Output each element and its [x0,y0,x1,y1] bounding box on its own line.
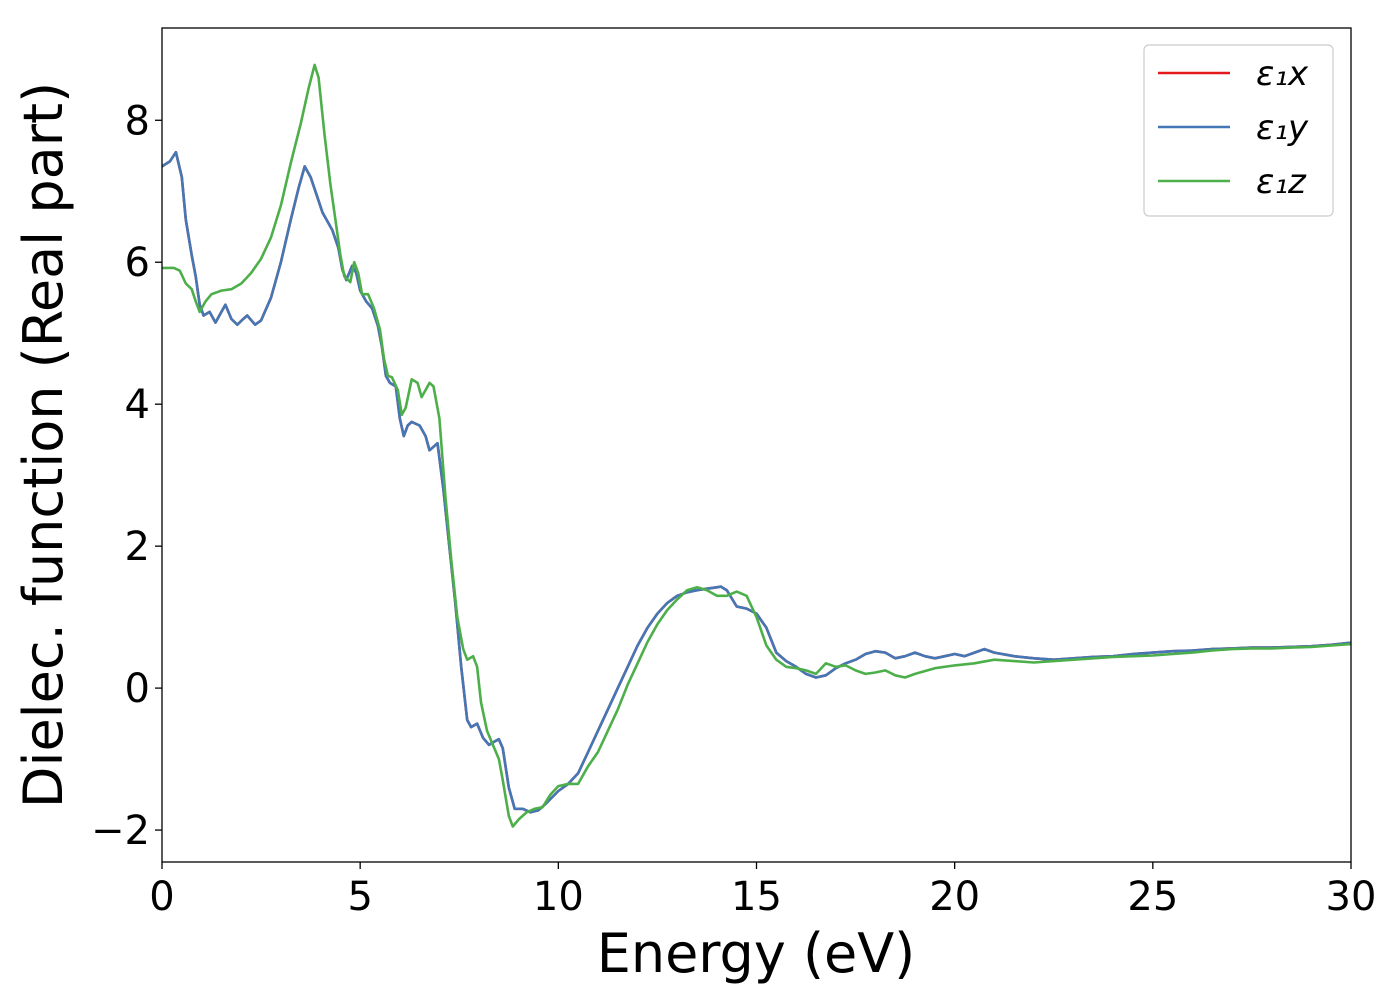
y-axis-title: Dielec. function (Real part) [12,82,75,808]
legend-label-2: ε₁z [1256,162,1307,202]
x-tick-label: 0 [149,874,174,920]
plot-area [162,63,1351,828]
y-tick-label: 4 [125,382,150,428]
series-line-2 [162,63,1351,828]
y-tick-label: 0 [125,666,150,712]
legend-label-1: ε₁y [1256,108,1309,148]
x-tick-label: 10 [533,874,584,920]
legend-label-0: ε₁x [1256,54,1309,94]
x-tick-label: 30 [1326,874,1377,920]
x-tick-label: 25 [1127,874,1178,920]
y-tick-label: 2 [125,524,150,570]
x-tick-label: 15 [731,874,782,920]
y-tick-label: 6 [125,240,150,286]
x-axis-title: Energy (eV) [597,922,916,985]
series-lines [162,63,1351,828]
y-tick-label: −2 [91,808,150,854]
x-tick-label: 20 [929,874,980,920]
series-line-1 [162,150,1351,814]
legend-box [1143,44,1334,217]
axes: 0 5 10 15 20 25 30 −2 0 2 4 6 8 [91,27,1377,920]
y-tick-label: 8 [125,98,150,144]
legend: ε₁x ε₁y ε₁z [1143,44,1334,217]
x-tick-label: 5 [347,874,372,920]
